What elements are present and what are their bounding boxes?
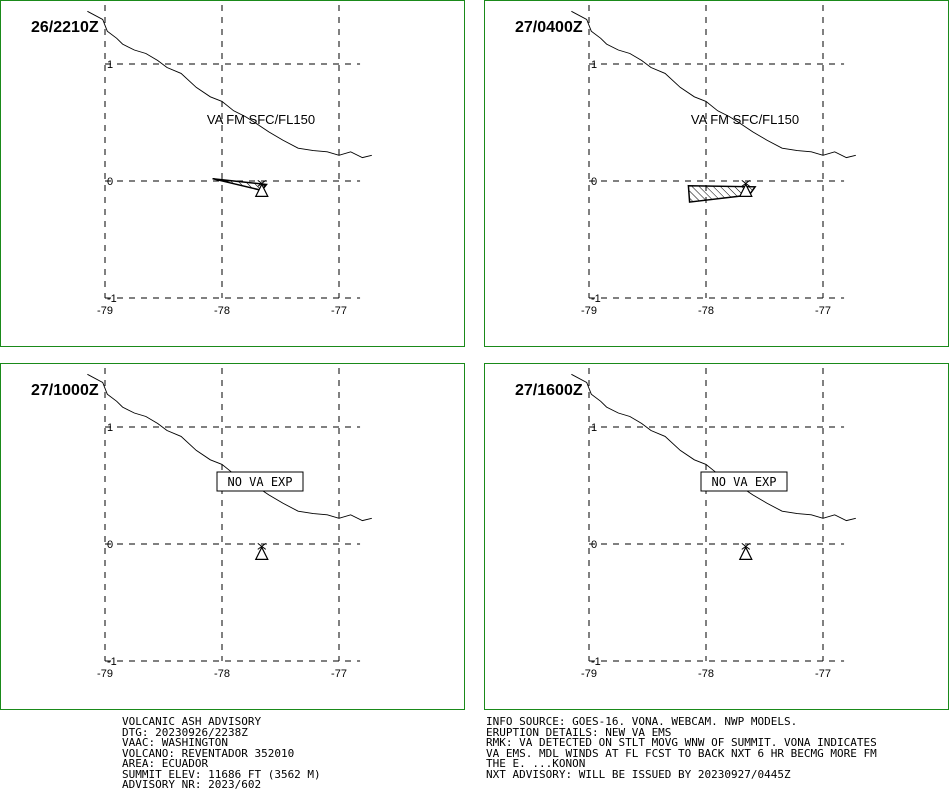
svg-text:NO VA EXP: NO VA EXP — [711, 475, 776, 489]
advisory-line: INFO SOURCE: GOES-16. VONA. WEBCAM. NWP … — [486, 715, 798, 728]
advisory-line: SUMMIT ELEV: 11686 FT (3562 M) — [122, 767, 321, 781]
map-canvas: -79 -78 -77 1 0 -1 NO VA EXP — [571, 368, 856, 680]
forecast-panel-p1: -79 -78 -77 1 0 -1 VA FM SFC/FL150 26/2210Z — [0, 0, 465, 347]
no-va-label: NO VA EXP — [216, 471, 304, 492]
volcano-icon — [254, 179, 269, 197]
advisory-line: VA EMS. MDL WINDS AT FL FCST TO BACK NXT… — [486, 746, 877, 760]
forecast-time-label: 27/0400Z — [515, 19, 583, 36]
x-tick-label: -77 — [331, 305, 347, 317]
coastline — [87, 10, 372, 159]
y-tick-label: 1 — [591, 422, 597, 434]
y-tick-label: 1 — [107, 422, 113, 434]
x-tick-label: -79 — [581, 668, 597, 680]
y-tick-label: 0 — [107, 176, 113, 188]
map-canvas: -79 -78 -77 1 0 -1 VA FM SFC/FL150 — [87, 5, 372, 317]
y-tick-label: -1 — [107, 293, 117, 305]
y-tick-label: -1 — [107, 656, 117, 668]
volcano-icon — [738, 179, 753, 197]
x-tick-label: -79 — [581, 305, 597, 317]
forecast-panel-p3: -79 -78 -77 1 0 -1 NO VA EXP 27/1000Z — [0, 363, 465, 710]
coastline — [87, 373, 372, 522]
x-tick-label: -78 — [214, 668, 230, 680]
volcano-icon — [738, 542, 753, 560]
advisory-line: NXT ADVISORY: WILL BE ISSUED BY 20230927… — [486, 767, 791, 781]
y-tick-label: -1 — [591, 656, 601, 668]
advisory-line: RMK: VA DETECTED ON STLT MOVG WNW OF SUM… — [486, 736, 877, 749]
x-tick-label: -77 — [331, 668, 347, 680]
map-canvas: -79 -78 -77 1 0 -1 NO VA EXP — [87, 368, 372, 680]
no-va-label: NO VA EXP — [700, 471, 788, 492]
y-tick-label: 1 — [107, 59, 113, 71]
advisory-line: VAAC: WASHINGTON — [122, 736, 228, 749]
x-tick-label: -79 — [97, 305, 113, 317]
forecast-time-label: 27/1000Z — [31, 382, 99, 399]
y-tick-label: 0 — [107, 539, 113, 551]
forecast-panel-p4: -79 -78 -77 1 0 -1 NO VA EXP 27/1600Z — [484, 363, 949, 710]
advisory-remarks-block: INFO SOURCE: GOES-16. VONA. WEBCAM. NWP … — [486, 715, 877, 781]
svg-text:NO VA EXP: NO VA EXP — [227, 475, 292, 489]
forecast-time-label: 26/2210Z — [31, 19, 99, 36]
advisory-header-block: VOLCANIC ASH ADVISORY DTG: 20230926/2238Z… — [122, 715, 321, 791]
y-tick-label: 1 — [591, 59, 597, 71]
x-tick-label: -78 — [698, 668, 714, 680]
coastline — [571, 10, 856, 159]
advisory-line: VOLCANO: REVENTADOR 352010 — [122, 746, 295, 760]
va-level-label: VA FM SFC/FL150 — [691, 112, 799, 127]
forecast-time-label: 27/1600Z — [515, 382, 583, 399]
advisory-line: ADVISORY NR: 2023/602 — [122, 778, 262, 791]
coastline — [571, 373, 856, 522]
y-tick-label: -1 — [591, 293, 601, 305]
ash-cloud-polygon — [212, 177, 268, 192]
y-tick-label: 0 — [591, 176, 597, 188]
advisory-line: THE E. ...KONON — [486, 757, 586, 770]
advisory-line: AREA: ECUADOR — [122, 757, 209, 770]
advisory-line: ERUPTION DETAILS: NEW VA EMS — [486, 725, 672, 739]
x-tick-label: -78 — [698, 305, 714, 317]
x-tick-label: -78 — [214, 305, 230, 317]
map-canvas: -79 -78 -77 1 0 -1 VA FM SFC/FL150 — [571, 5, 856, 317]
x-tick-label: -79 — [97, 668, 113, 680]
x-tick-label: -77 — [815, 305, 831, 317]
forecast-panel-p2: -79 -78 -77 1 0 -1 VA FM SFC/FL150 27/0400Z — [484, 0, 949, 347]
va-level-label: VA FM SFC/FL150 — [207, 112, 315, 127]
x-tick-label: -77 — [815, 668, 831, 680]
advisory-line: DTG: 20230926/2238Z — [122, 725, 248, 739]
volcano-icon — [254, 542, 269, 560]
advisory-line: VOLCANIC ASH ADVISORY — [122, 715, 262, 728]
y-tick-label: 0 — [591, 539, 597, 551]
